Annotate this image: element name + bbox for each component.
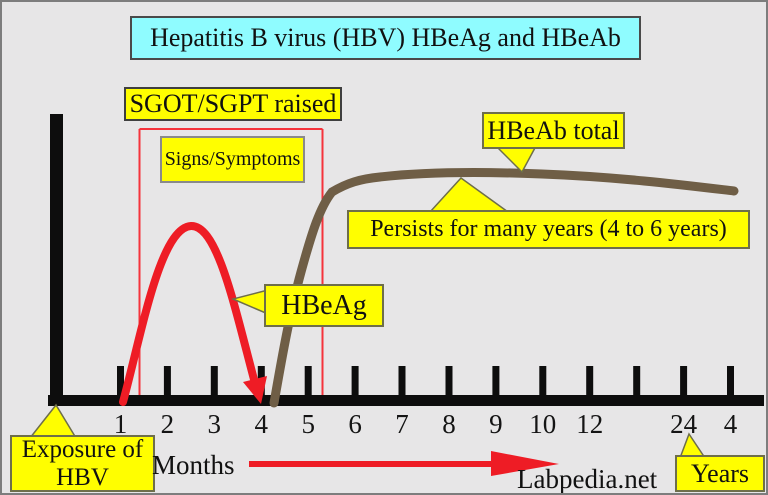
x-axis-tick-label: 10 bbox=[529, 409, 556, 439]
x-axis-tick-label: 7 bbox=[395, 409, 409, 439]
exposure-callout: Exposure of HBV bbox=[10, 435, 155, 492]
years-callout: Years bbox=[675, 455, 765, 492]
y-axis bbox=[50, 114, 63, 406]
x-axis-tick bbox=[351, 366, 359, 396]
x-axis-tick-label: 6 bbox=[348, 409, 362, 439]
x-axis-tick bbox=[633, 366, 641, 396]
x-axis-tick bbox=[680, 366, 688, 396]
x-axis-tick-label: 2 bbox=[161, 409, 175, 439]
sgot-sgpt-label: SGOT/SGPT raised bbox=[124, 87, 342, 121]
x-axis-tick-label: 5 bbox=[301, 409, 315, 439]
x-axis-tick-label: 4 bbox=[724, 409, 738, 439]
hbeag-curve bbox=[119, 221, 260, 406]
x-axis bbox=[48, 395, 764, 406]
x-axis-tick-label: 8 bbox=[442, 409, 456, 439]
x-axis-tick-labels: 1 2 3 4 5 6 7 8 9 10 12 24 4 bbox=[114, 409, 738, 439]
x-axis-tick-label: 12 bbox=[576, 409, 603, 439]
x-axis-tick-label: 9 bbox=[489, 409, 503, 439]
months-arrow-shaft bbox=[249, 461, 494, 467]
months-arrow-head-icon bbox=[491, 451, 559, 476]
x-axis-tick bbox=[304, 366, 312, 396]
exposure-callout-tail bbox=[28, 403, 78, 439]
x-axis-tick-label: 1 bbox=[114, 409, 128, 439]
x-axis-tick-label: 4 bbox=[255, 409, 269, 439]
diagram-title: Hepatitis B virus (HBV) HBeAg and HBeAb bbox=[130, 16, 641, 60]
x-axis-tick-label: 3 bbox=[208, 409, 222, 439]
watermark-text: Labpedia.net bbox=[517, 464, 658, 494]
x-axis-tick bbox=[492, 366, 500, 396]
x-axis-tick bbox=[539, 366, 547, 396]
hbeag-callout: HBeAg bbox=[264, 284, 384, 327]
persists-callout: Persists for many years (4 to 6 years) bbox=[347, 210, 750, 249]
x-axis-tick bbox=[445, 366, 453, 396]
x-axis-tick bbox=[210, 366, 218, 396]
signs-symptoms-label: Signs/Symptoms bbox=[160, 136, 305, 183]
hbeab-total-callout: HBeAb total bbox=[482, 112, 625, 149]
hbeag-curve-arrowhead-icon bbox=[243, 376, 267, 404]
x-axis-tick bbox=[586, 366, 594, 396]
months-axis-label: Months bbox=[152, 450, 235, 480]
persists-callout-tail bbox=[428, 176, 511, 213]
x-axis-ticks bbox=[117, 366, 734, 396]
x-axis-tick bbox=[398, 366, 406, 396]
hbeab-callout-tail bbox=[494, 145, 538, 174]
x-axis-tick bbox=[117, 366, 124, 396]
x-axis-tick bbox=[163, 366, 171, 396]
x-axis-tick-label: 24 bbox=[670, 409, 698, 439]
x-axis-tick bbox=[727, 366, 734, 396]
